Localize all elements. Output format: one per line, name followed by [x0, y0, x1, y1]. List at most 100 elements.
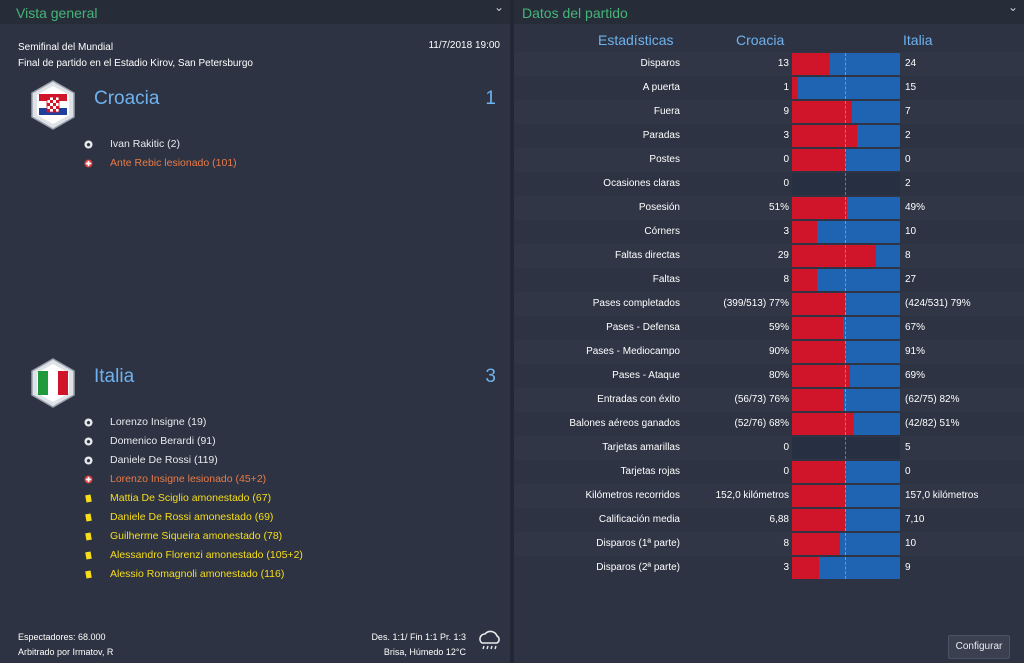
- stat-label: Entradas con éxito: [597, 394, 680, 405]
- stat-away-value: 0: [905, 154, 911, 165]
- stat-bar-midline: [845, 341, 847, 363]
- away-team-header: Italia 3: [14, 356, 506, 408]
- stat-bar-home: [792, 245, 876, 267]
- stat-bar-home: [792, 269, 817, 291]
- stat-bar-home: [792, 389, 844, 411]
- away-events-list: Lorenzo Insigne (19) Domenico Berardi (9…: [80, 413, 500, 584]
- stat-row: Balones aéreos ganados (52/76) 68% (42/82)…: [514, 412, 1024, 436]
- injury-cross-icon: [84, 159, 93, 168]
- stat-away-value: (42/82) 51%: [905, 418, 960, 429]
- stat-label: Fuera: [653, 106, 680, 117]
- yellow-card-icon: [85, 494, 92, 503]
- event-text[interactable]: Lorenzo Insigne (19): [110, 416, 207, 428]
- stat-row: Entradas con éxito (56/73) 76% (62/75) 82%: [514, 388, 1024, 412]
- stat-bar-away: [854, 413, 900, 435]
- column-away-team[interactable]: Italia: [903, 32, 933, 48]
- stat-label: Pases completados: [592, 298, 680, 309]
- stat-row: Pases - Mediocampo 90% 91%: [514, 340, 1024, 364]
- stat-home-value: 8: [783, 538, 789, 549]
- event-item: Mattia De Sciglio amonestado (67): [80, 489, 500, 508]
- football-icon: [84, 140, 93, 149]
- stat-bar-away: [847, 197, 900, 219]
- event-text[interactable]: Alessio Romagnoli amonestado (116): [110, 568, 285, 580]
- event-text[interactable]: Daniele De Rossi (119): [110, 454, 218, 466]
- stat-bar-away: [817, 221, 900, 243]
- stat-home-value: (56/73) 76%: [734, 394, 789, 405]
- chevron-down-icon[interactable]: ⌄: [493, 0, 504, 14]
- stat-row: Disparos (1ª parte) 8 10: [514, 532, 1024, 556]
- stat-bar-midline: [845, 533, 847, 555]
- overview-header: Vista general ⌄: [0, 0, 510, 24]
- stat-label: Disparos: [640, 58, 680, 69]
- event-text[interactable]: Guilherme Siqueira amonestado (78): [110, 530, 283, 542]
- croatia-crest-icon: [31, 80, 75, 130]
- spectators: Espectadores: 68.000: [18, 632, 106, 642]
- event-item: Ivan Rakitic (2): [80, 135, 500, 154]
- stat-bar-away: [845, 293, 900, 315]
- stat-away-value: 2: [905, 130, 911, 141]
- stat-home-value: 51%: [768, 202, 789, 213]
- event-text[interactable]: Lorenzo Insigne lesionado (45+2): [110, 473, 267, 485]
- stat-home-value: 0: [783, 154, 789, 165]
- stat-bar-away: [852, 101, 900, 123]
- stat-away-value: 69%: [905, 370, 926, 381]
- stat-label: Postes: [649, 154, 680, 165]
- stat-bar-midline: [845, 221, 847, 243]
- yellow-card-icon: [85, 513, 92, 522]
- stat-bar-away: [846, 461, 900, 483]
- panel-divider[interactable]: [510, 0, 514, 663]
- stat-away-value: 9: [905, 562, 911, 573]
- stat-bar-home: [792, 77, 798, 99]
- event-text[interactable]: Ante Rebic lesionado (101): [110, 157, 237, 169]
- stat-label: Faltas directas: [614, 250, 680, 261]
- stat-comparison-bar: [792, 461, 900, 483]
- stat-label: Córners: [644, 226, 680, 237]
- event-text[interactable]: Alessandro Florenzi amonestado (105+2): [110, 549, 303, 561]
- stat-bar-away: [817, 269, 900, 291]
- stat-bar-home: [792, 341, 846, 363]
- stat-label: Ocasiones claras: [603, 178, 680, 189]
- home-team-score: 1: [485, 88, 496, 109]
- stat-comparison-bar: [792, 245, 900, 267]
- match-result: Final de partido en el Estadio Kirov, Sa…: [18, 58, 253, 69]
- stat-label: Balones aéreos ganados: [569, 418, 680, 429]
- stat-bar-midline: [845, 125, 847, 147]
- stat-bar-home: [792, 293, 845, 315]
- event-item: Ante Rebic lesionado (101): [80, 154, 500, 173]
- chevron-down-icon[interactable]: ⌄: [1007, 0, 1018, 14]
- stats-header: Datos del partido ⌄: [514, 0, 1024, 24]
- stat-bar-away: [846, 341, 900, 363]
- column-home-team[interactable]: Croacia: [736, 32, 785, 48]
- configure-button[interactable]: Configurar: [948, 635, 1010, 659]
- home-team-name[interactable]: Croacia: [94, 88, 160, 109]
- stat-away-value: 157,0 kilómetros: [905, 490, 979, 501]
- event-text[interactable]: Ivan Rakitic (2): [110, 138, 181, 150]
- stat-row: Tarjetas amarillas 0 5: [514, 436, 1024, 460]
- column-stats: Estadísticas: [598, 32, 674, 48]
- stat-home-value: (52/76) 68%: [734, 418, 789, 429]
- stat-bar-away: [840, 533, 900, 555]
- stat-away-value: 15: [905, 82, 917, 93]
- home-team-header: Croacia 1: [14, 78, 506, 130]
- referee[interactable]: Arbitrado por Irmatov, R: [18, 647, 114, 657]
- event-item: Daniele De Rossi amonestado (69): [80, 508, 500, 527]
- event-text[interactable]: Domenico Berardi (91): [110, 435, 216, 447]
- stat-bar-midline: [845, 437, 847, 459]
- stats-table: Disparos 13 24 A puerta 1 15 Fuera 9 7 Paradas 3 2 P…: [514, 52, 1024, 580]
- yellow-card-icon: [85, 570, 92, 579]
- stat-label: Posesión: [638, 202, 680, 213]
- event-text[interactable]: Daniele De Rossi amonestado (69): [110, 511, 274, 523]
- stat-bar-away: [830, 53, 900, 75]
- stat-comparison-bar: [792, 125, 900, 147]
- away-team-name[interactable]: Italia: [94, 366, 135, 387]
- stat-row: Pases - Defensa 59% 67%: [514, 316, 1024, 340]
- event-text[interactable]: Mattia De Sciglio amonestado (67): [110, 492, 272, 504]
- stats-title: Datos del partido: [522, 5, 628, 21]
- stat-bar-away: [857, 125, 900, 147]
- stat-label: Pases - Ataque: [612, 370, 680, 381]
- stat-bar-home: [792, 53, 830, 75]
- stat-row: Postes 0 0: [514, 148, 1024, 172]
- football-icon: [84, 456, 93, 465]
- stat-away-value: 91%: [905, 346, 926, 357]
- stat-comparison-bar: [792, 101, 900, 123]
